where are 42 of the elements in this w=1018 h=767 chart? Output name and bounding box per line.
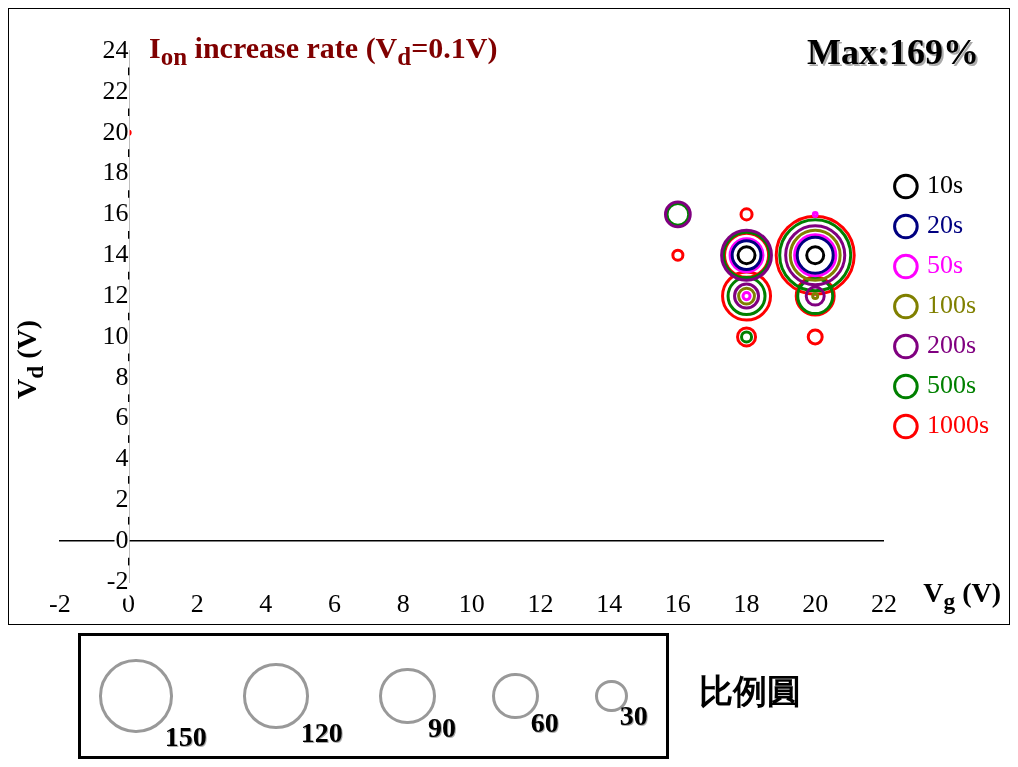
legend-label: 50s bbox=[926, 250, 964, 280]
annotation: Max:169% bbox=[807, 31, 979, 73]
x-tick-label: 20 bbox=[802, 588, 829, 618]
legend-label: 200s bbox=[926, 330, 977, 360]
chart-title: I$_{on}$ increase rate (V$_{d}$=0.1V) bbox=[149, 31, 498, 71]
x-tick-label: 22 bbox=[870, 588, 897, 618]
legend-label: 100s bbox=[926, 290, 977, 320]
x-tick-label: -2 bbox=[48, 588, 71, 618]
y-tick-label: 6 bbox=[115, 402, 129, 432]
x-tick-label: 12 bbox=[527, 588, 554, 618]
y-tick-label: 12 bbox=[102, 279, 129, 309]
y-tick-label: 8 bbox=[115, 361, 129, 391]
y-tick-label: 16 bbox=[102, 198, 129, 228]
y-tick-label: 24 bbox=[102, 34, 129, 64]
x-tick-label: 10 bbox=[458, 588, 485, 618]
x-tick-label: 16 bbox=[664, 588, 691, 618]
y-tick-label: 22 bbox=[102, 75, 129, 105]
x-tick-label: 8 bbox=[396, 588, 410, 618]
x-tick-label: 14 bbox=[596, 588, 623, 618]
y-tick-label: -2 bbox=[106, 565, 129, 595]
y-tick-label: 4 bbox=[115, 443, 129, 473]
y-tick-label: 18 bbox=[102, 157, 129, 187]
x-axis-title: V$_{g}$ (V) bbox=[923, 577, 1001, 615]
legend-label: 10s bbox=[926, 170, 964, 200]
x-tick-label: 6 bbox=[328, 588, 342, 618]
y-tick-label: 14 bbox=[102, 239, 129, 269]
y-tick-label: 2 bbox=[115, 484, 129, 514]
legend-label: 120 bbox=[300, 716, 343, 749]
y-tick-label: 20 bbox=[102, 116, 129, 146]
legend-label: 90 bbox=[427, 712, 456, 745]
legend-label: 20s bbox=[926, 210, 964, 240]
legend-label: 500s bbox=[926, 370, 977, 400]
legend-label: 30 bbox=[619, 700, 648, 733]
x-tick-label: 18 bbox=[733, 588, 760, 618]
x-tick-label: 2 bbox=[190, 588, 204, 618]
legend-label: 1000s bbox=[926, 410, 990, 440]
text: 比例圓 bbox=[699, 670, 801, 713]
y-tick-label: 10 bbox=[102, 320, 129, 350]
legend-label: 60 bbox=[530, 707, 559, 740]
x-tick-label: 4 bbox=[259, 588, 273, 618]
legend-label: 150 bbox=[164, 720, 207, 753]
y-tick-label: 0 bbox=[115, 524, 129, 554]
